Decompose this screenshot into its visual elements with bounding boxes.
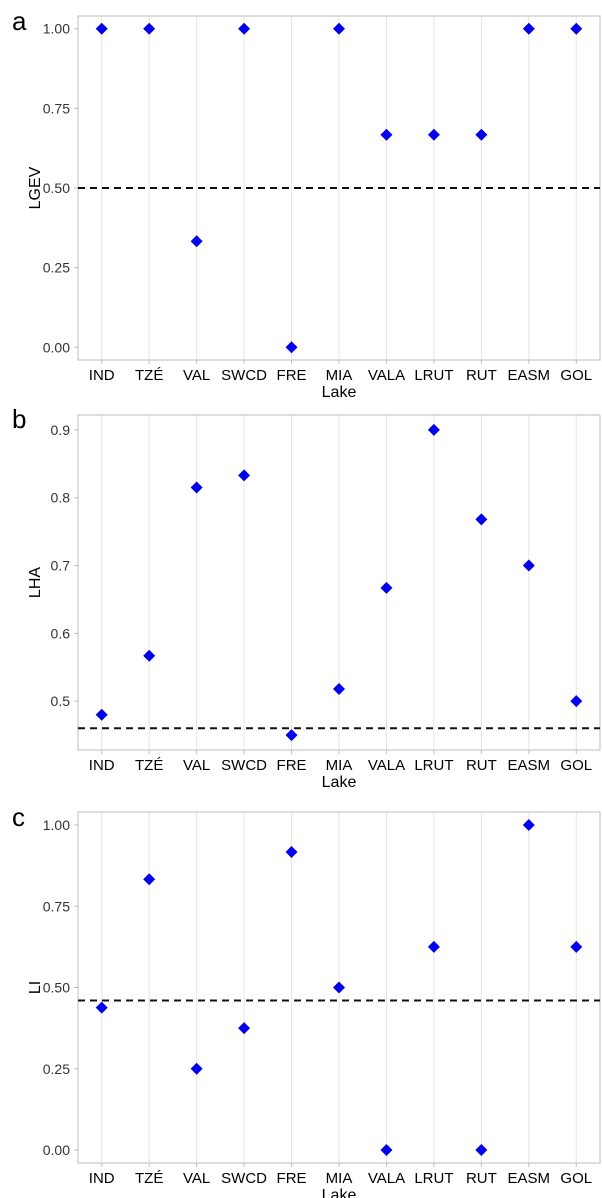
data-point-swcd — [238, 469, 251, 482]
y-axis-title: LGEV — [27, 166, 44, 209]
data-point-ind — [95, 1001, 108, 1014]
data-point-vala — [380, 128, 393, 141]
data-point-tzé — [143, 22, 156, 35]
data-point-mia — [333, 22, 345, 35]
data-point-fre — [285, 845, 298, 858]
y-tick-label: 0.9 — [51, 422, 71, 438]
y-tick-label: 0.5 — [51, 693, 71, 709]
data-point-rut — [475, 513, 488, 526]
y-tick-label: 0.50 — [43, 180, 70, 196]
data-point-val — [190, 1062, 203, 1075]
x-tick-label: LRUT — [414, 757, 453, 774]
x-tick-label: IND — [89, 1170, 115, 1187]
data-point-fre — [285, 729, 298, 742]
x-tick-label: RUT — [466, 367, 497, 384]
panel-c: 0.00 0.25 0.50 0.75 1.00 IND TZÉ VAL SWCD FRE MIA V… — [12, 802, 601, 1198]
x-axis-title: Lake — [322, 1187, 357, 1198]
x-tick-label: LRUT — [414, 367, 453, 384]
data-point-easm — [522, 819, 535, 831]
x-tick-label: VALA — [368, 757, 405, 774]
data-point-lrut — [427, 423, 440, 436]
data-point-mia — [333, 981, 345, 994]
data-point-vala — [380, 581, 393, 594]
x-tick-label: VAL — [183, 757, 210, 774]
y-tick-label: 0.00 — [43, 1142, 70, 1158]
data-point-val — [190, 481, 203, 494]
y-tick-label: 0.00 — [43, 339, 70, 355]
x-tick-label: SWCD — [221, 1170, 267, 1187]
x-tick-label: SWCD — [221, 757, 267, 774]
data-point-easm — [522, 22, 535, 35]
y-tick-label: 0.75 — [43, 898, 70, 914]
panel-a: 0.00 0.25 0.50 0.75 1.00 IND TZÉ VAL SWCD FRE MIA V… — [12, 6, 601, 401]
data-point-lrut — [427, 940, 440, 953]
x-tick-label: FRE — [277, 757, 307, 774]
data-point-swcd — [238, 1022, 251, 1035]
data-point-gol — [570, 695, 583, 708]
data-point-rut — [475, 1144, 488, 1156]
x-axis-title: Lake — [322, 384, 357, 401]
y-tick-label: 0.50 — [43, 980, 70, 996]
x-tick-label: IND — [89, 757, 115, 774]
y-tick-label: 1.00 — [43, 21, 70, 37]
data-point-gol — [570, 940, 583, 953]
data-point-mia — [333, 682, 345, 695]
x-tick-label: LRUT — [414, 1170, 453, 1187]
y-tick-label: 0.7 — [51, 558, 71, 574]
x-tick-label: EASM — [508, 757, 551, 774]
x-tick-label: TZÉ — [135, 757, 163, 774]
x-tick-label: VALA — [368, 1170, 405, 1187]
x-tick-label: RUT — [466, 1170, 497, 1187]
x-tick-label: EASM — [508, 1170, 551, 1187]
panel-b: 0.5 0.6 0.7 0.8 0.9 IND TZÉ VAL SWCD FRE MIA VALA LR… — [12, 404, 601, 791]
x-tick-label: GOL — [560, 757, 592, 774]
data-point-ind — [95, 22, 108, 35]
data-point-easm — [522, 559, 535, 572]
x-axis-title: Lake — [322, 774, 357, 791]
panel-label: c — [12, 802, 25, 832]
x-tick-label: VALA — [368, 367, 405, 384]
data-point-rut — [475, 128, 488, 141]
x-tick-label: VAL — [183, 1170, 210, 1187]
data-point-swcd — [238, 22, 251, 35]
data-point-tzé — [143, 873, 156, 886]
panel-label: a — [12, 6, 27, 36]
x-tick-label: GOL — [560, 1170, 592, 1187]
y-tick-label: 0.6 — [51, 625, 71, 641]
data-point-ind — [95, 708, 108, 721]
data-point-gol — [570, 22, 583, 35]
x-tick-label: VAL — [183, 367, 210, 384]
x-tick-label: IND — [89, 367, 115, 384]
data-point-lrut — [427, 128, 440, 141]
x-tick-label: MIA — [326, 757, 353, 774]
panel-label: b — [12, 404, 26, 434]
y-axis-title: LI — [27, 981, 44, 994]
x-tick-label: FRE — [277, 1170, 307, 1187]
data-point-vala — [380, 1144, 393, 1156]
x-tick-label: TZÉ — [135, 1170, 163, 1187]
y-tick-label: 0.75 — [43, 100, 70, 116]
x-tick-label: SWCD — [221, 367, 267, 384]
x-tick-label: RUT — [466, 757, 497, 774]
y-axis-title: LHA — [27, 567, 44, 598]
x-tick-label: EASM — [508, 367, 551, 384]
x-tick-label: MIA — [326, 1170, 353, 1187]
x-tick-label: GOL — [560, 367, 592, 384]
y-tick-label: 0.25 — [43, 1061, 70, 1077]
y-tick-label: 1.00 — [43, 817, 70, 833]
y-tick-label: 0.25 — [43, 260, 70, 276]
x-tick-label: TZÉ — [135, 367, 163, 384]
data-point-val — [190, 235, 203, 248]
x-tick-label: MIA — [326, 367, 353, 384]
data-point-fre — [285, 341, 298, 354]
data-point-tzé — [143, 649, 156, 662]
y-tick-label: 0.8 — [51, 490, 71, 506]
x-tick-label: FRE — [277, 367, 307, 384]
